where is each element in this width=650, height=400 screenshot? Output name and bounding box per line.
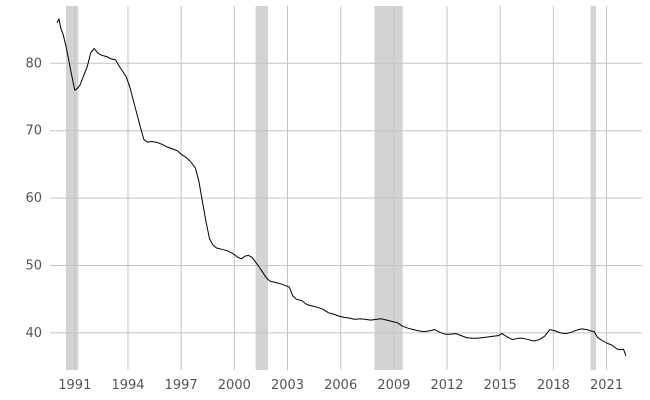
y-tick-label-60: 60 (25, 191, 42, 206)
y-axis-labels: 40 50 60 70 80 (25, 56, 42, 341)
x-tick-label-2006: 2006 (324, 378, 357, 393)
x-tick-label-2012: 2012 (430, 378, 463, 393)
recession-band-3 (374, 6, 403, 370)
x-tick-label-1997: 1997 (165, 378, 198, 393)
x-tick-label-1991: 1991 (58, 378, 91, 393)
recession-band-4 (590, 6, 596, 370)
recession-band-2 (255, 6, 269, 370)
horizontal-gridlines (50, 62, 642, 334)
vertical-gridlines (74, 6, 608, 370)
y-tick-label-50: 50 (25, 259, 42, 274)
x-tick-label-2021: 2021 (590, 378, 623, 393)
y-tick-label-70: 70 (25, 124, 42, 139)
x-tick-label-2003: 2003 (271, 378, 304, 393)
x-tick-label-2015: 2015 (484, 378, 517, 393)
recession-bands (65, 6, 596, 370)
x-tick-label-2000: 2000 (218, 378, 251, 393)
y-tick-label-80: 80 (25, 56, 42, 71)
recession-band-1 (65, 6, 79, 370)
series-layer (56, 18, 627, 356)
x-axis-labels: 1991 1994 1997 2000 2003 2006 2009 2012 2015 2018… (58, 378, 623, 393)
y-tick-label-40: 40 (25, 326, 42, 341)
x-tick-label-2009: 2009 (377, 378, 410, 393)
x-tick-label-2018: 2018 (537, 378, 570, 393)
x-tick-label-1994: 1994 (111, 378, 144, 393)
series-line-1 (56, 18, 627, 356)
